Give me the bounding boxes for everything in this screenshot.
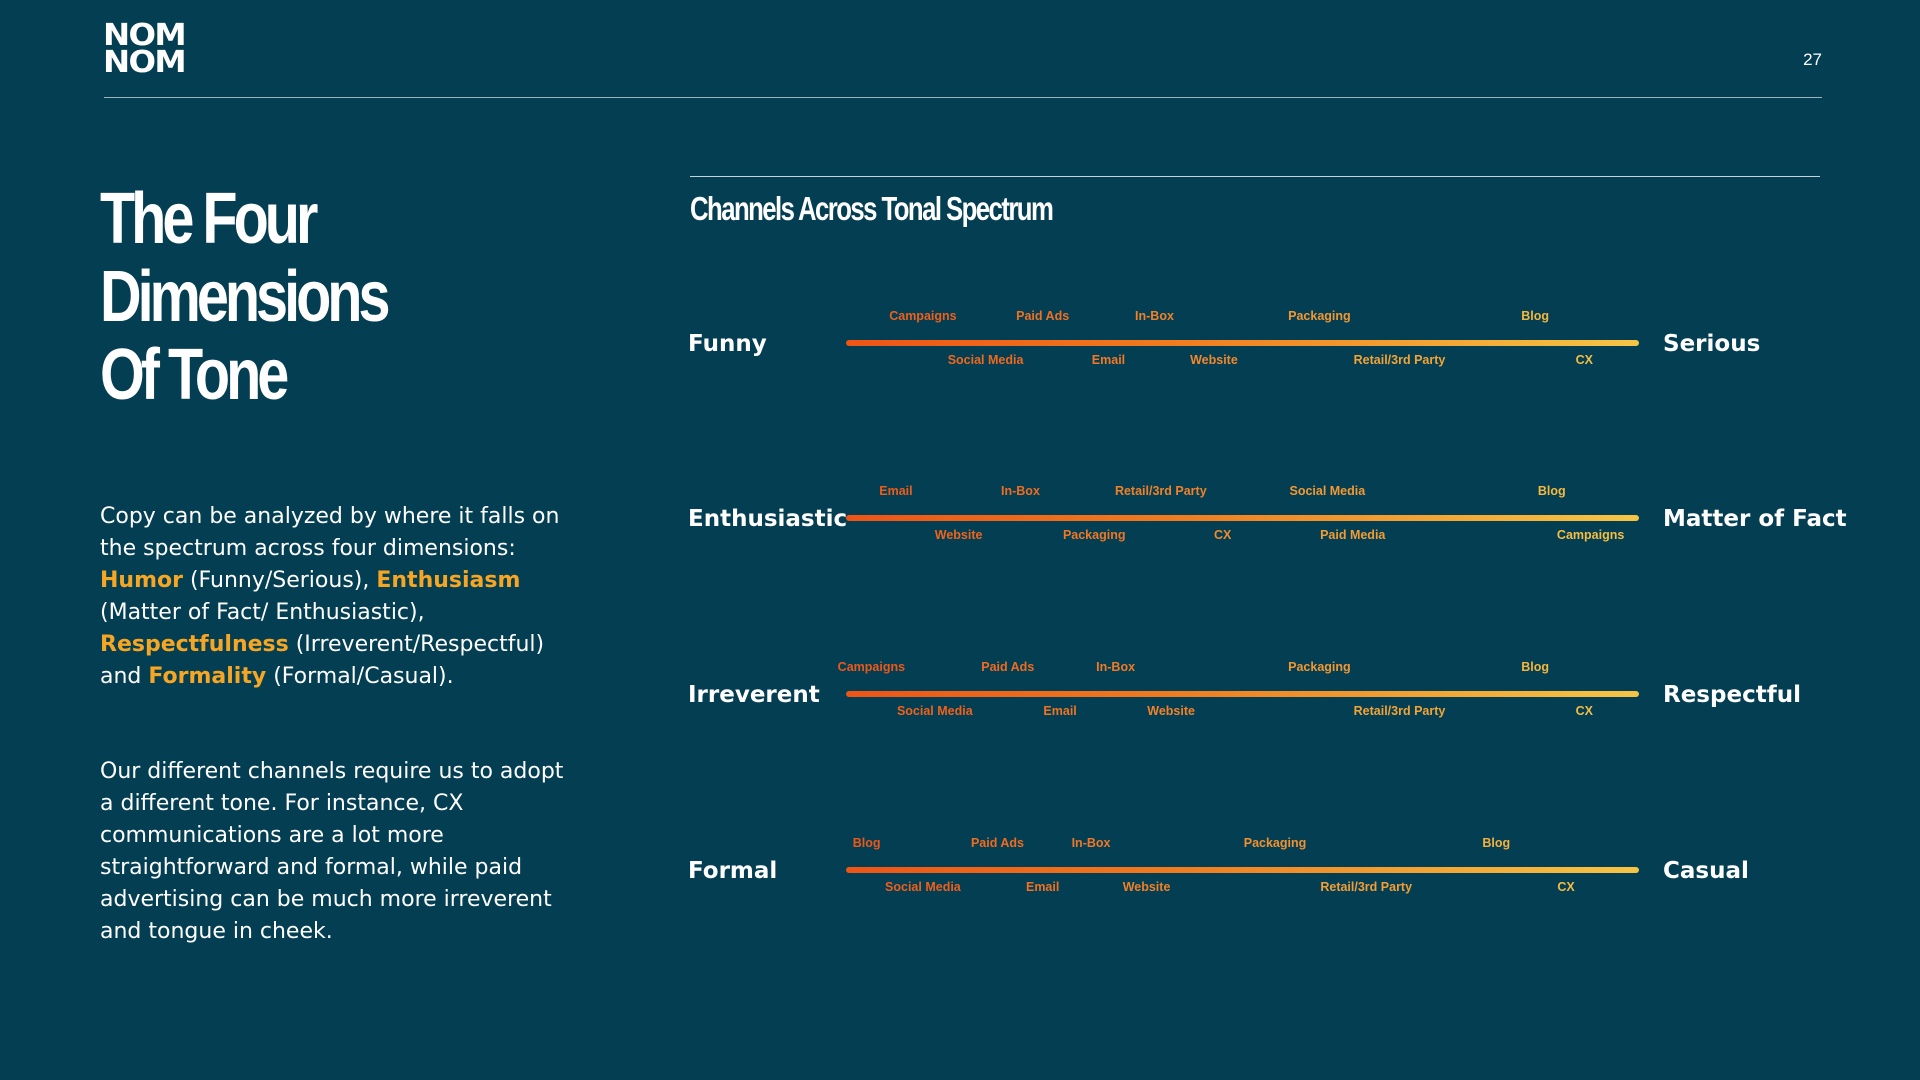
spectrum-left-label: Enthusiastic [688,506,848,532]
channel-tag: Campaigns [837,660,906,674]
spectrum-right-label: Casual [1663,858,1749,884]
channel-tag: Website [1190,353,1238,367]
channel-tag: Retail/3rd Party [1114,484,1207,498]
chart-divider [690,176,1820,177]
channel-tag: Email [879,484,913,498]
channel-tag: Website [934,528,983,542]
logo-line-1: NOM [103,18,187,53]
channel-tag: Retail/3rd Party [1353,704,1446,718]
spectrum-row: Enthusiastic Matter of Fact Email In-Box Ret… [0,484,1920,594]
page-title: The Four Dimensions Of Tone [100,179,390,415]
spectrum-row: Formal Casual Blog Paid Ads In-Box Packaging B… [0,836,1920,946]
channel-tag: Campaigns [1556,528,1625,542]
channel-tag: Blog [1537,484,1566,498]
channel-tag: In-Box [1135,309,1174,323]
spectrum-left-label: Irreverent [688,682,820,708]
channel-tag: Social Media [896,704,973,718]
channel-tag: Packaging [1288,309,1351,323]
spectrum-row: Irreverent Respectful Campaigns Paid Ads In-… [0,660,1920,770]
channel-tag: CX [1213,528,1232,542]
spectrum-bar [846,340,1639,346]
channel-tag: Packaging [1288,660,1351,674]
channel-tag: Paid Media [1320,528,1386,542]
intro-text-2: (Funny/Serious), [182,568,377,593]
channel-tag: CX [1575,353,1593,367]
channel-tag: Campaigns [889,309,957,323]
highlight-enthusiasm: Enthusiasm [376,568,521,593]
intro-text-3: (Matter of Fact/ Enthusiastic), [100,600,425,625]
page-number: 27 [1803,50,1822,69]
channel-tag: Email [1043,704,1077,718]
spectrum-right-label: Matter of Fact [1663,506,1847,532]
channel-tag: In-Box [1001,484,1040,498]
intro-text-4: (Irreverent/Respectful) and [100,632,545,689]
channel-tag: Email [1025,880,1060,894]
spectrum-right-label: Serious [1663,331,1761,357]
channel-tag: Email [1091,353,1126,367]
channel-tag: Website [1147,704,1195,718]
channel-tag: Packaging [1243,836,1307,850]
channel-tag: Website [1122,880,1171,894]
intro-text-5: (Formal/Casual). [266,664,454,689]
logo-line-2: NOM [103,45,187,80]
nom-nom-logo: NOM NOM [103,18,187,80]
spectrum-left-label: Funny [688,331,767,357]
channel-tag: Retail/3rd Party [1320,880,1413,894]
channel-tag: In-Box [1096,660,1136,674]
intro-paragraph: Copy can be analyzed by where it falls o… [100,501,570,693]
spectrum-right-label: Respectful [1663,682,1801,708]
highlight-humor: Humor [100,568,183,593]
channel-tag: Retail/3rd Party [1353,353,1446,367]
channel-tag: Paid Ads [1016,309,1070,323]
channel-tag: Blog [1521,660,1549,674]
channel-tag: Social Media [885,880,961,894]
channel-tag: Blog [1482,836,1511,850]
channel-tag: In-Box [1071,836,1111,850]
spectrum-row: Funny Serious Campaigns Paid Ads In-Box Packa… [0,309,1920,419]
channels-paragraph: Our different channels require us to ado… [100,759,564,944]
spectrum-bar [846,867,1639,873]
channel-tag: CX [1557,880,1575,894]
chart-title: Channels Across Tonal Spectrum [690,190,1054,227]
channel-tag: Social Media [947,353,1024,367]
title-line-1: The Four [100,179,318,259]
channel-tag: Packaging [1062,528,1126,542]
header-divider [104,97,1822,98]
spectrum-left-label: Formal [688,858,778,884]
channel-tag: Blog [852,836,881,850]
highlight-formality: Formality [148,664,267,689]
spectrum-bar [846,515,1639,521]
title-line-2: Dimensions [100,257,390,337]
intro-text-1: Copy can be analyzed by where it falls o… [100,504,560,561]
spectrum-bar [846,691,1639,697]
channel-tag: Social Media [1289,484,1366,498]
highlight-respectfulness: Respectfulness [100,632,289,657]
channel-tag: Paid Ads [981,660,1035,674]
channel-tag: Paid Ads [970,836,1024,850]
channel-tag: CX [1575,704,1593,718]
channel-tag: Blog [1521,309,1549,323]
title-line-3: Of Tone [100,335,289,415]
